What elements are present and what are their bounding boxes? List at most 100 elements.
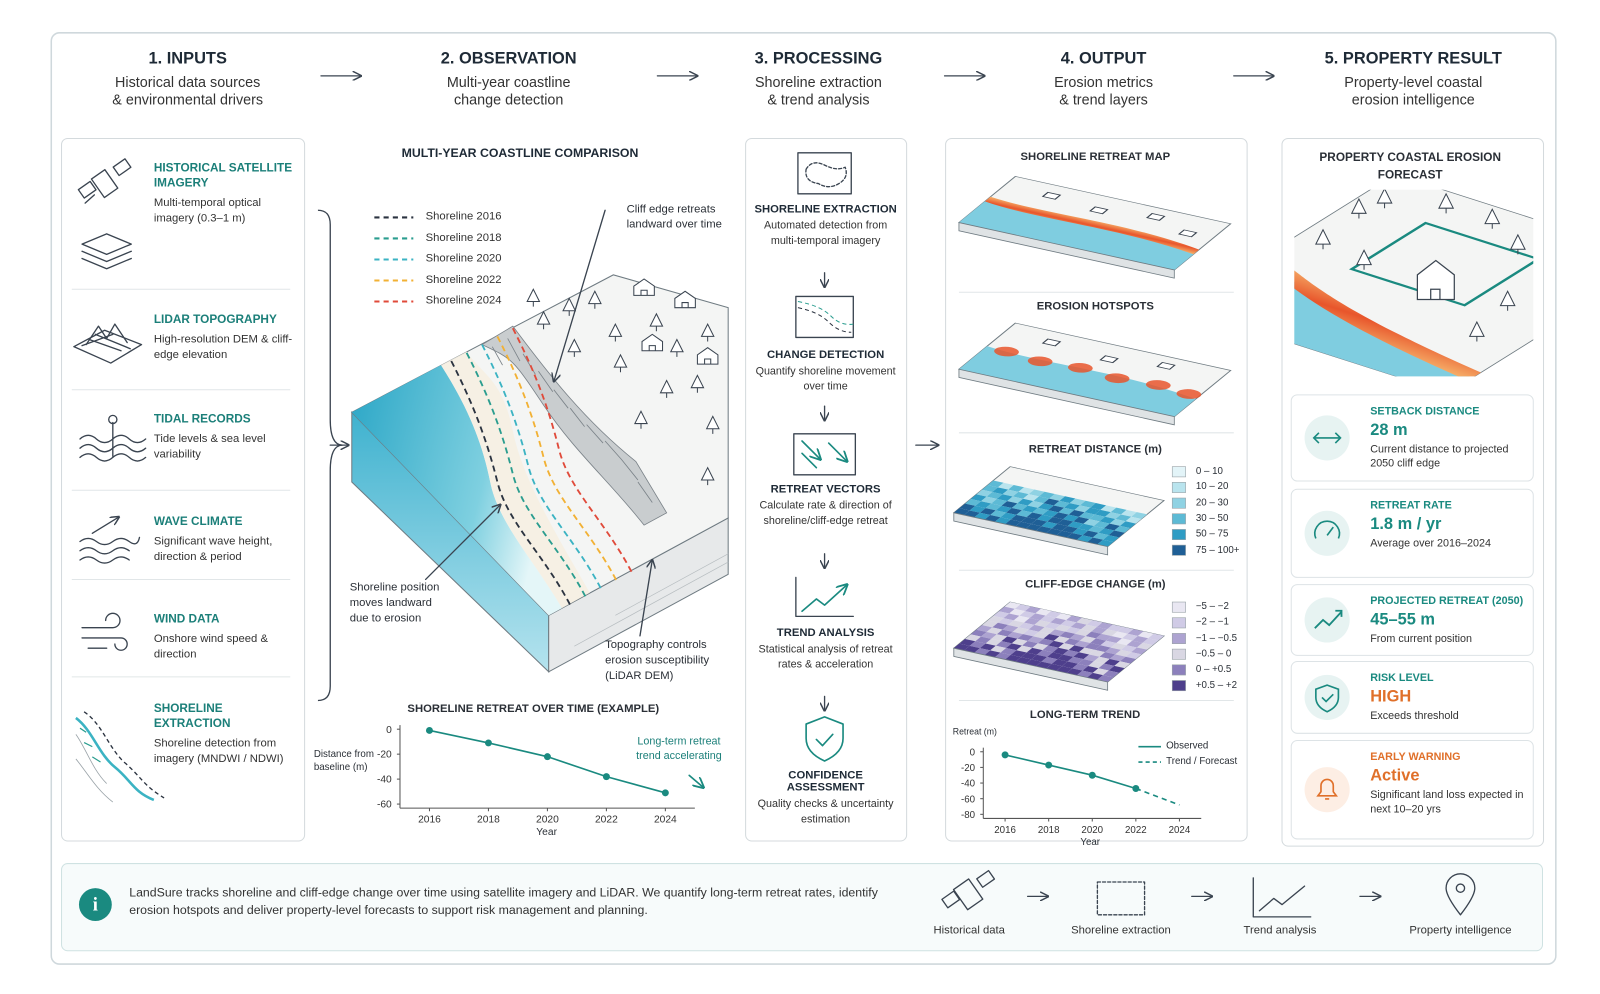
- heat-cell: [1042, 510, 1059, 518]
- heat-cell: [1037, 638, 1054, 646]
- heat-cell: [975, 501, 992, 509]
- heat-cell: [1000, 512, 1017, 520]
- trend-line: [1004, 754, 1137, 790]
- bracket: [317, 209, 343, 702]
- heat-cell: [998, 606, 1015, 614]
- map-side: [953, 512, 1109, 556]
- y-tick-label: -40: [961, 779, 976, 790]
- y-tick-label: 0: [386, 725, 392, 736]
- heat-cell: [985, 503, 1002, 511]
- step-subtitle: & trend layers: [1059, 91, 1148, 108]
- y-tick-label: -60: [961, 794, 976, 805]
- heat-cell: [982, 620, 998, 628]
- heat-cell: [1042, 645, 1059, 653]
- card-value: HIGH: [1370, 688, 1412, 706]
- legend-label: 30 – 50: [1195, 512, 1229, 524]
- processing-step: SHORELINE EXTRACTION Automated detection …: [751, 203, 901, 249]
- map-side: [958, 368, 1175, 426]
- heat-cell: [1096, 622, 1113, 630]
- step-subtitle: erosion intelligence: [1351, 91, 1475, 108]
- heat-cell: [985, 638, 1002, 646]
- heat-cell: [1086, 620, 1103, 627]
- output-separators: [958, 291, 1234, 701]
- input-title: HISTORICAL SATELLITE IMAGERY: [153, 162, 293, 190]
- heat-cell: [1010, 514, 1027, 522]
- heat-cell: [1089, 649, 1106, 657]
- heat-cell: [1019, 611, 1036, 619]
- heat-cell: [1093, 656, 1110, 664]
- heat-cell: [969, 505, 986, 513]
- house: [1041, 191, 1062, 200]
- heat-cell: [1058, 507, 1075, 515]
- heat-cell: [1106, 636, 1123, 643]
- legend-label: 0 – +0.5: [1195, 663, 1232, 676]
- heat-cell: [1122, 633, 1138, 641]
- input-item: TIDAL RECORDS Tide levels & sea level var…: [154, 412, 298, 462]
- hotspot: [1027, 356, 1053, 367]
- heat-cell: [1023, 629, 1039, 637]
- heat-cell: [1043, 634, 1060, 641]
- heat-cell: [1103, 535, 1119, 543]
- input-item: SHORELINE EXTRACTION Shoreline detection …: [154, 702, 298, 768]
- y-tick-label: -20: [377, 750, 392, 761]
- heat-cell: [1091, 626, 1108, 634]
- heat-cell: [1001, 636, 1018, 644]
- input-title: LIDAR TOPOGRAPHY: [153, 313, 277, 327]
- heat-cell: [1011, 638, 1028, 646]
- heat-cell: [1114, 525, 1131, 533]
- heat-cell: [1051, 523, 1068, 531]
- heat-cell: [1009, 608, 1026, 616]
- card-text: EARLY WARNING Active Significant land loss…: [1370, 751, 1524, 817]
- step-subtitle: Property-level coastal: [1344, 73, 1483, 91]
- result-panel: [1281, 137, 1545, 847]
- property-iso: [1294, 189, 1534, 377]
- tree: [634, 410, 648, 429]
- house: [1041, 338, 1062, 347]
- processing-title: CONFIDENCE ASSESSMENT: [786, 769, 865, 794]
- heat-cell: [1004, 602, 1021, 609]
- heat-cell: [1064, 638, 1080, 646]
- legend-swatch: [1171, 633, 1186, 644]
- heat-cell: [1058, 643, 1075, 651]
- annotation-arrow: [688, 774, 703, 787]
- heat-cell: [995, 641, 1012, 648]
- house: [1089, 206, 1109, 215]
- tree: [1376, 189, 1393, 209]
- footer-icons: i: [78, 869, 1476, 921]
- heat-cell: [1051, 659, 1068, 667]
- iso-map: [957, 322, 1232, 418]
- heat-cell: [1082, 666, 1099, 673]
- heat-cell: [1085, 631, 1102, 639]
- heat-cell: [1100, 505, 1117, 513]
- heat-cell: [1101, 629, 1118, 637]
- heat-cell: [1018, 622, 1035, 630]
- legend-swatch: [1171, 497, 1186, 509]
- heat-cell: [1092, 668, 1109, 676]
- metric-card: [1290, 660, 1534, 734]
- input-title: WAVE CLIMATE: [153, 515, 243, 529]
- heat-cell: [1094, 509, 1111, 517]
- heat-cell: [976, 489, 993, 497]
- heat-cell: [1093, 521, 1110, 529]
- x-tick-label: 2022: [595, 815, 618, 826]
- x-tick-label: 2018: [477, 815, 500, 826]
- heat-cell: [1078, 512, 1095, 520]
- footer-panel: [61, 863, 1544, 952]
- heat-cell: [1126, 640, 1143, 648]
- metric-card: [1290, 488, 1534, 578]
- processing-step: TREND ANALYSIS Statistical analysis of re…: [751, 627, 901, 673]
- processing-text: Statistical analysis of retreat rates & …: [758, 643, 893, 671]
- heat-cell: [1100, 640, 1117, 648]
- tree: [1356, 249, 1373, 270]
- heat-cell: [1028, 489, 1045, 497]
- card-icon-bg: [1304, 510, 1350, 556]
- card-text: Current distance to projected 2050 cliff…: [1370, 443, 1509, 470]
- heat-cell: [1115, 649, 1132, 657]
- legend-label: Trend / Forecast: [1166, 755, 1238, 768]
- x-tick-label: 2022: [1125, 825, 1147, 836]
- heat-cell: [1031, 519, 1048, 527]
- house: [1156, 361, 1176, 370]
- legend-label: 10 – 20: [1195, 481, 1229, 493]
- heat-cell: [1099, 652, 1116, 660]
- card-icon-bg: [1304, 597, 1350, 643]
